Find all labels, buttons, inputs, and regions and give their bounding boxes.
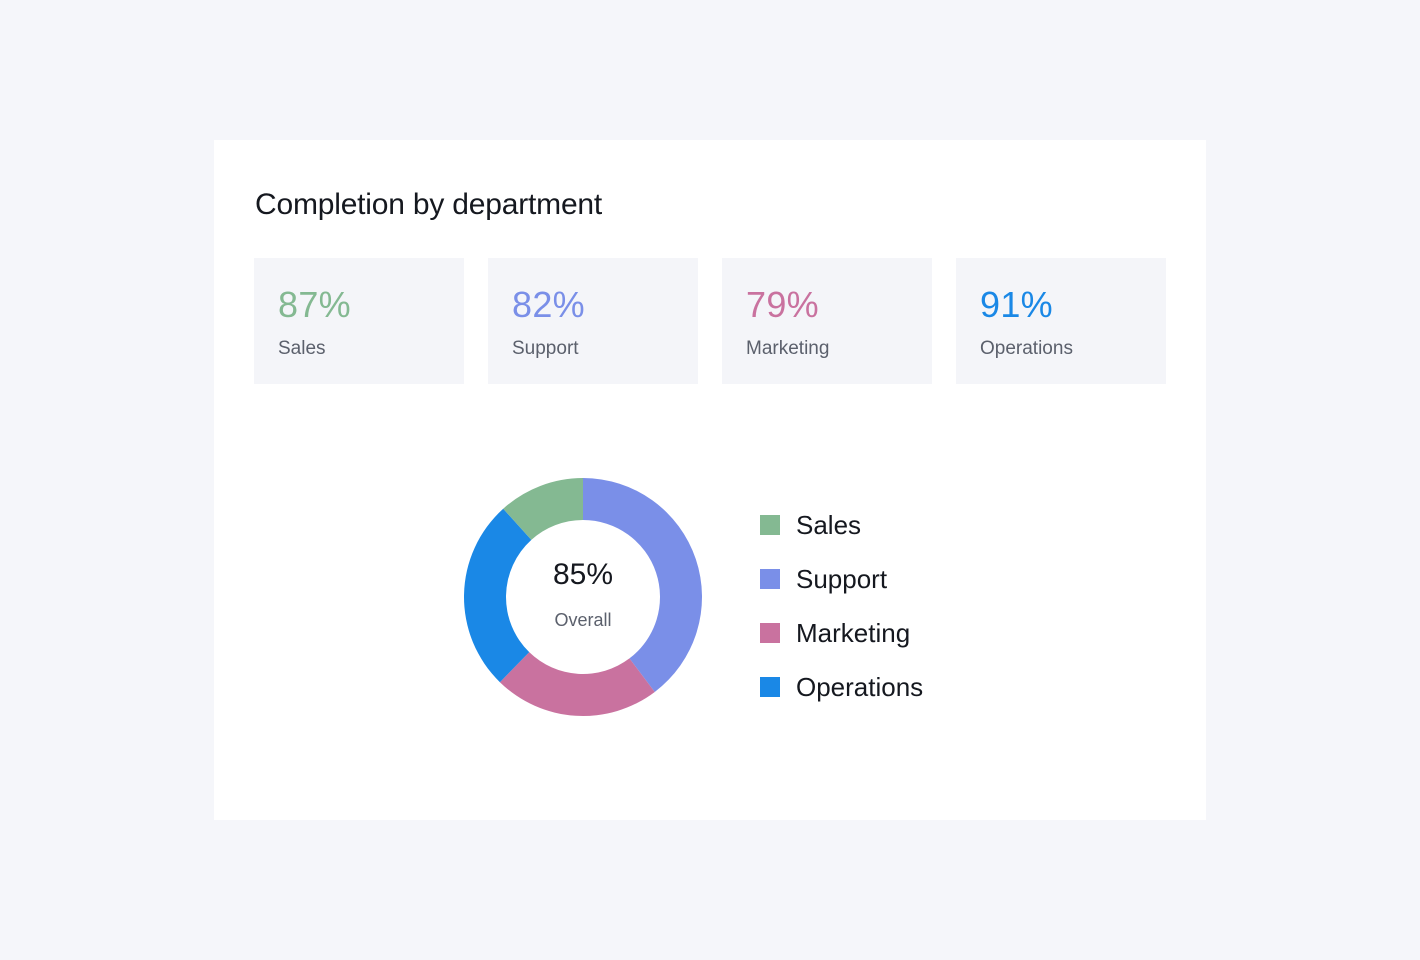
chart-legend: Sales Support Marketing Operations (760, 498, 923, 714)
legend-item-sales: Sales (760, 498, 923, 552)
legend-swatch-sales (760, 515, 780, 535)
legend-item-operations: Operations (760, 660, 923, 714)
legend-label-sales: Sales (796, 509, 862, 540)
donut-center-value: 85% (552, 558, 614, 591)
stat-card-support: 82% Support (488, 258, 698, 384)
legend-swatch-support (760, 569, 780, 589)
stat-label-support: Support (512, 338, 579, 359)
legend-item-support: Support (760, 552, 923, 606)
donut-center-label: Overall (554, 610, 612, 630)
legend-swatch-operations (760, 677, 780, 697)
stat-value-operations: 91% (980, 284, 1053, 325)
donut-slice-support (583, 478, 703, 692)
completion-card: Completion by department 87% Sales 82% S… (214, 140, 1206, 820)
stat-label-marketing: Marketing (746, 338, 830, 359)
legend-item-marketing: Marketing (760, 606, 923, 660)
stat-card-operations: 91% Operations (956, 258, 1166, 384)
card-title: Completion by department (255, 188, 603, 221)
stat-card-sales: 87% Sales (254, 258, 464, 384)
donut-slice-sales (503, 478, 583, 540)
stat-label-operations: Operations (980, 338, 1073, 359)
stat-value-marketing: 79% (746, 284, 819, 325)
donut-chart (464, 478, 703, 716)
stat-label-sales: Sales (278, 338, 326, 359)
legend-label-operations: Operations (796, 671, 924, 702)
stat-value-support: 82% (512, 284, 585, 325)
legend-swatch-marketing (760, 623, 780, 643)
donut-slice-marketing (499, 652, 655, 716)
donut-slice-operations (464, 508, 532, 683)
legend-label-marketing: Marketing (796, 617, 911, 648)
legend-label-support: Support (796, 563, 888, 594)
stat-value-sales: 87% (278, 284, 351, 325)
stat-card-marketing: 79% Marketing (722, 258, 932, 384)
